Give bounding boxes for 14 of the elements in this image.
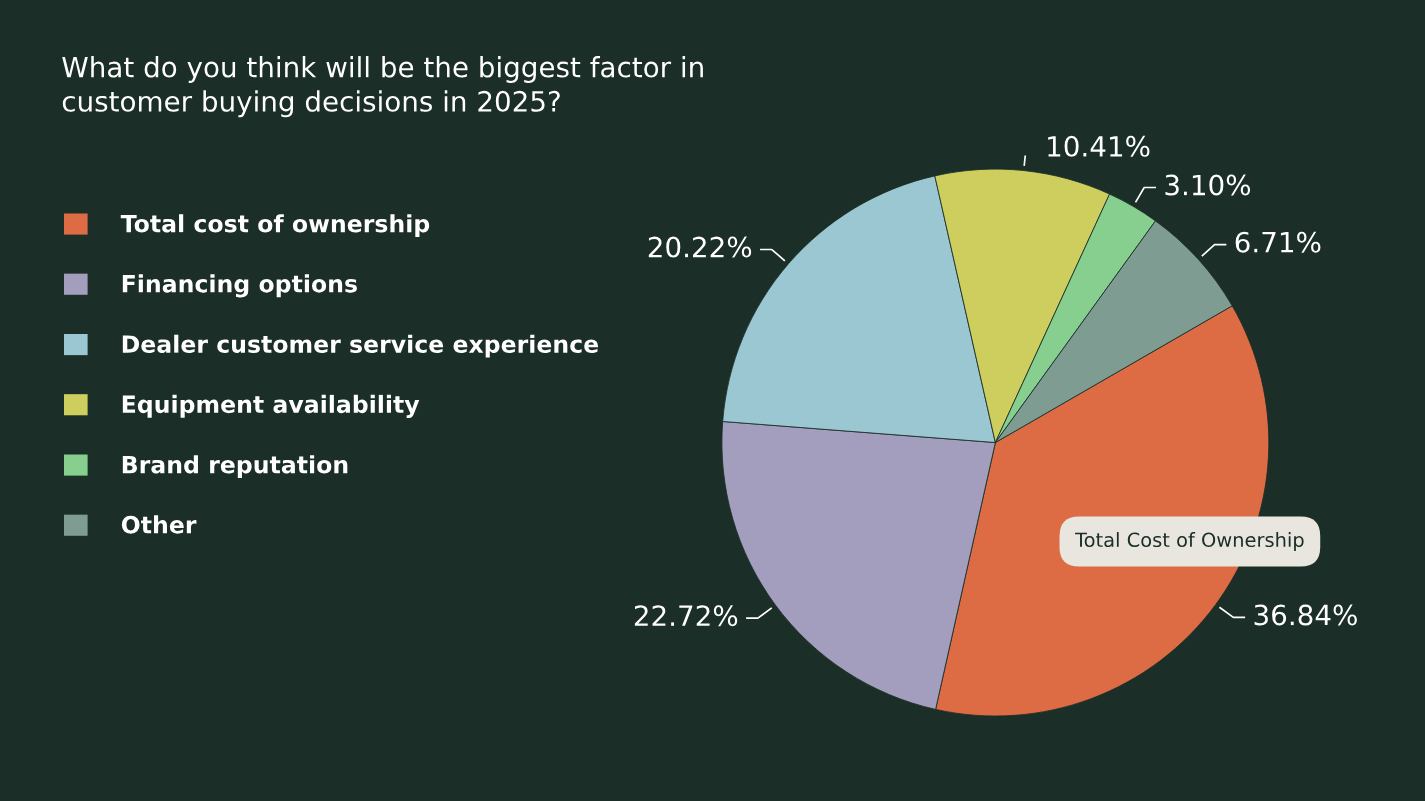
legend-label: Total cost of ownership — [120, 214, 430, 238]
data-label: 6.71% — [1235, 231, 1321, 253]
legend-label: Other — [121, 515, 197, 534]
legend-label: Brand reputation — [122, 455, 348, 479]
legend-label: Equipment availability — [122, 394, 420, 418]
legend-label: Financing options — [122, 274, 357, 298]
data-label: 10.41% — [1048, 135, 1150, 157]
data-label: 3.10% — [1165, 174, 1251, 196]
data-label: 22.72% — [634, 605, 738, 627]
data-label: 36.84% — [1254, 604, 1357, 626]
legend-label: Dealer customer service experience — [122, 334, 599, 358]
text: Total Cost of Ownership — [1075, 532, 1304, 551]
data-label: 20.22% — [648, 236, 752, 258]
chart-title: What do you think will be the biggest factor in customer buying decisions in 2025? — [62, 56, 703, 118]
